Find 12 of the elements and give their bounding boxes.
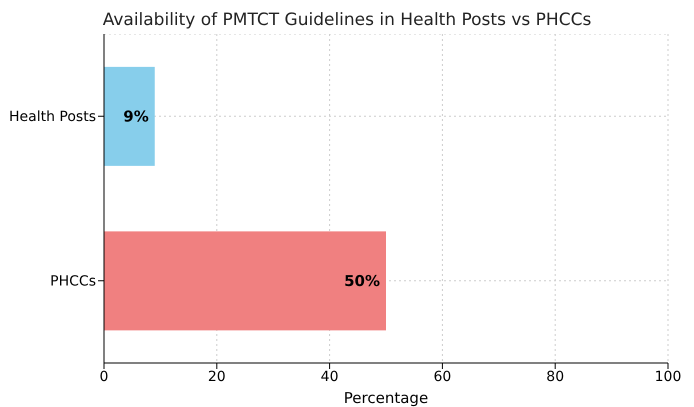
x-axis-title: Percentage — [344, 389, 428, 407]
data-label: 50% — [344, 272, 380, 290]
x-tick-label: 80 — [546, 368, 564, 385]
y-tick-label: Health Posts — [8, 109, 96, 126]
chart-title: Availability of PMTCT Guidelines in Health Posts vs PHCCs — [102, 9, 592, 32]
x-tick-label: 100 — [654, 368, 682, 385]
y-tick-label: PHCCs — [50, 274, 96, 290]
x-tick-label: 40 — [320, 368, 339, 385]
x-tick-label: 20 — [208, 368, 226, 385]
data-label: 9% — [123, 107, 149, 126]
x-tick-label: 60 — [433, 368, 452, 385]
x-tick-label: 0 — [100, 368, 108, 385]
